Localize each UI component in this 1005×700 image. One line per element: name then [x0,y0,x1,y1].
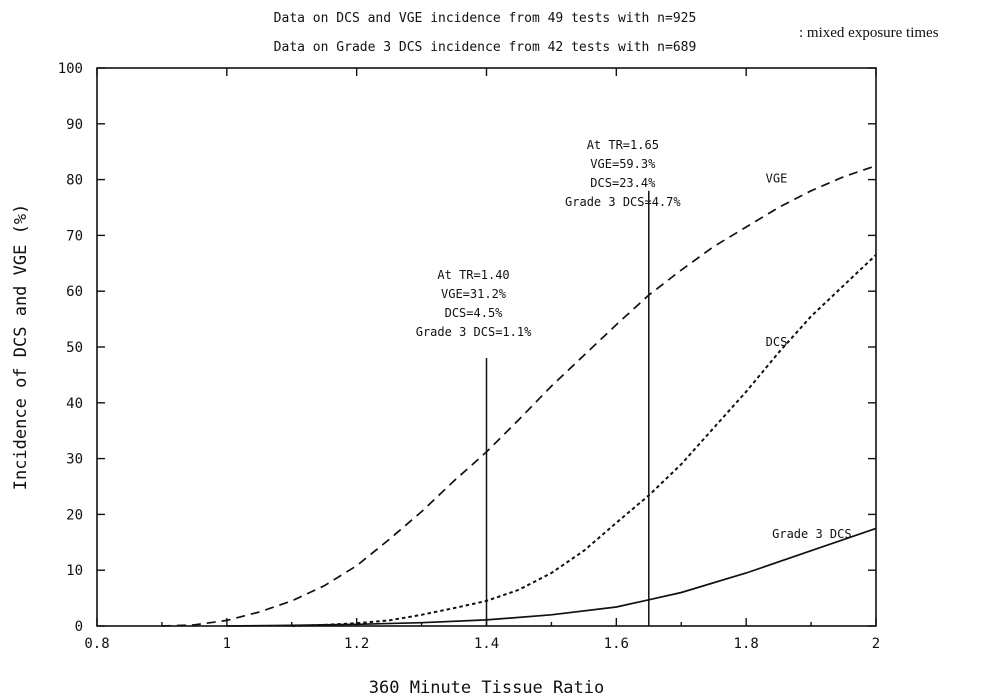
y-tick-label: 80 [66,173,83,189]
annotation-text: At TR=1.65 [587,138,659,152]
annotation-text: VGE=59.3% [590,157,656,171]
y-axis-label: Incidence of DCS and VGE (%) [11,204,31,491]
annotation-text: At TR=1.40 [437,268,509,282]
y-tick-label: 70 [66,228,83,244]
annotation-markers: At TR=1.40 VGE=31.2% DCS=4.5% Grade 3 DCS=1… [416,138,681,626]
chart-title: Data on DCS and VGE incidence from 49 te… [274,11,939,55]
series-line-vge [161,164,877,627]
annotation-text: DCS=23.4% [590,176,656,190]
x-tick-label: 1.2 [344,636,369,652]
y-tick-label: 100 [58,61,83,77]
x-tick-label: 1 [223,636,231,652]
y-tick-label: 10 [66,563,83,579]
series-line-grade-3-dcs [226,527,877,627]
series-line-dcs [291,254,877,627]
y-tick-label: 40 [66,396,83,412]
y-tick-label: 30 [66,452,83,468]
x-tick-label: 2 [872,636,880,652]
series-label: VGE [766,171,788,185]
x-axis-label: 360 Minute Tissue Ratio [369,678,604,698]
x-tick-label: 0.8 [84,636,109,652]
annotation-text: VGE=31.2% [441,287,507,301]
x-tick-label: 1.8 [734,636,759,652]
title-line-1: Data on DCS and VGE incidence from 49 te… [274,11,697,26]
series-labels: VGE DCS Grade 3 DCS [766,171,852,540]
series-label: DCS [766,335,788,349]
annotation-text: Grade 3 DCS=4.7% [565,195,681,209]
y-axis: 0 10 20 30 40 50 60 70 80 90 100 [58,61,876,635]
series-label: Grade 3 DCS [772,527,851,541]
y-tick-label: 50 [66,340,83,356]
title-note: : mixed exposure times [799,25,939,41]
x-tick-label: 1.4 [474,636,499,652]
x-tick-label: 1.6 [604,636,629,652]
y-tick-label: 90 [66,117,83,133]
y-tick-label: 20 [66,507,83,523]
annotation-text: DCS=4.5% [445,306,504,320]
x-axis: 0.8 1 1.2 1.4 1.6 1.8 2 [84,68,880,652]
y-tick-label: 60 [66,284,83,300]
annotation-text: Grade 3 DCS=1.1% [416,325,532,339]
series-group [161,164,877,627]
title-line-2: Data on Grade 3 DCS incidence from 42 te… [274,40,697,55]
y-tick-label: 0 [75,619,83,635]
